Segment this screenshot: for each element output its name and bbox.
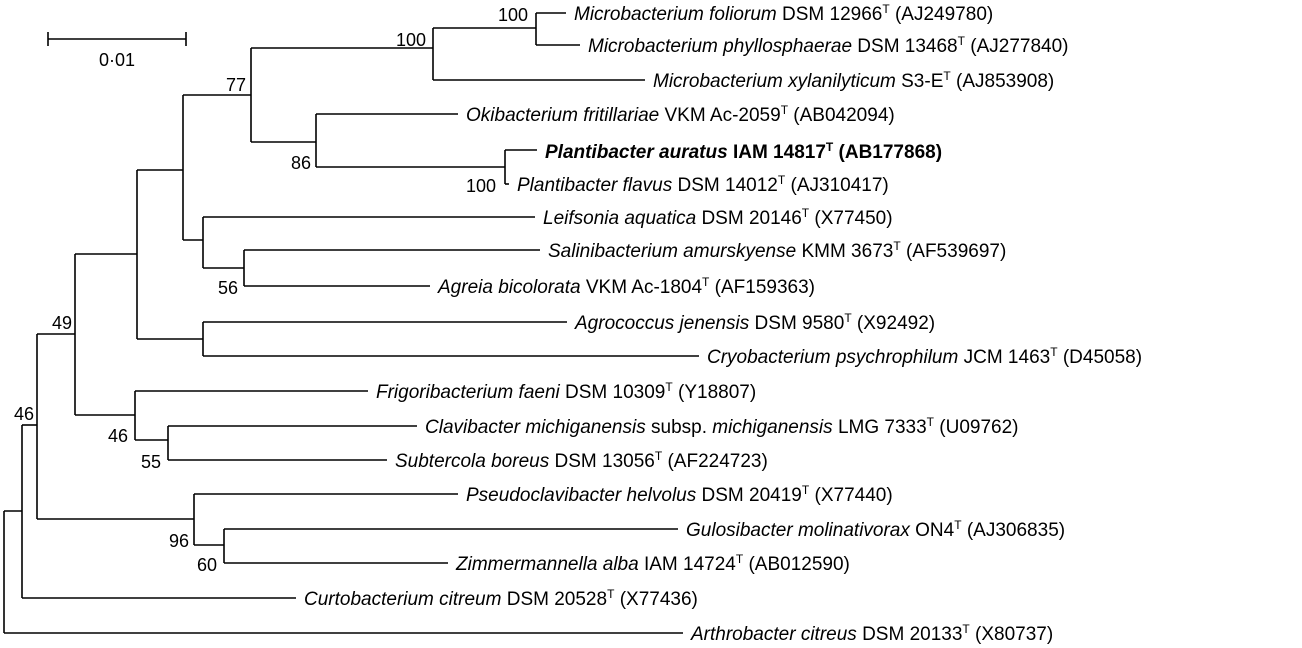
taxon-label-phyllosphaerae: Microbacterium phyllosphaerae DSM 13468T… bbox=[588, 34, 1069, 57]
bootstrap-value: 46 bbox=[108, 426, 128, 446]
taxon-label-flavus: Plantibacter flavus DSM 14012T (AJ310417… bbox=[517, 173, 889, 196]
taxon-label-subtercola: Subtercola boreus DSM 13056T (AF224723) bbox=[395, 449, 768, 472]
taxon-label-arthrobacter: Arthrobacter citreus DSM 20133T (X80737) bbox=[690, 622, 1053, 645]
taxon-labels: Microbacterium foliorum DSM 12966T (AJ24… bbox=[304, 2, 1142, 645]
bootstrap-value: 55 bbox=[141, 452, 161, 472]
bootstrap-value: 86 bbox=[291, 153, 311, 173]
taxon-label-curtobacterium: Curtobacterium citreum DSM 20528T (X7743… bbox=[304, 587, 698, 610]
bootstrap-value: 56 bbox=[218, 278, 238, 298]
taxon-label-xylanilyticum: Microbacterium xylanilyticum S3-ET (AJ85… bbox=[653, 69, 1054, 92]
bootstrap-values: 100 100 77 86 100 56 49 46 55 96 60 46 bbox=[14, 5, 528, 575]
taxon-label-zimmermannella: Zimmermannella alba IAM 14724T (AB012590… bbox=[455, 552, 850, 575]
taxon-label-clavibacter: Clavibacter michiganensis subsp. michiga… bbox=[425, 415, 1019, 438]
taxon-label-gulosibacter: Gulosibacter molinativorax ON4T (AJ30683… bbox=[686, 518, 1065, 541]
taxon-label-agrococcus: Agrococcus jenensis DSM 9580T (X92492) bbox=[574, 311, 935, 334]
tree-branches bbox=[3, 12, 699, 634]
bootstrap-value: 49 bbox=[52, 313, 72, 333]
taxon-label-foliorum: Microbacterium foliorum DSM 12966T (AJ24… bbox=[574, 2, 993, 25]
bootstrap-value: 100 bbox=[466, 176, 496, 196]
taxon-label-agreia: Agreia bicolorata VKM Ac-1804T (AF159363… bbox=[437, 275, 815, 298]
taxon-label-cryobacterium: Cryobacterium psychrophilum JCM 1463T (D… bbox=[707, 345, 1142, 368]
taxon-label-okibacterium: Okibacterium fritillariae VKM Ac-2059T (… bbox=[466, 103, 895, 126]
bootstrap-value: 100 bbox=[396, 30, 426, 50]
bootstrap-value: 77 bbox=[226, 75, 246, 95]
scale-bar: 0·01 bbox=[47, 32, 187, 70]
taxon-label-frigoribacterium: Frigoribacterium faeni DSM 10309T (Y1880… bbox=[376, 380, 756, 403]
taxon-label-salinibacterium: Salinibacterium amurskyense KMM 3673T (A… bbox=[548, 239, 1006, 262]
taxon-label-leifsonia: Leifsonia aquatica DSM 20146T (X77450) bbox=[543, 206, 893, 229]
bootstrap-value: 100 bbox=[498, 5, 528, 25]
taxon-label-pseudoclavibacter: Pseudoclavibacter helvolus DSM 20419T (X… bbox=[466, 483, 893, 506]
scale-bar-label: 0·01 bbox=[99, 50, 135, 70]
bootstrap-value: 60 bbox=[197, 555, 217, 575]
bootstrap-value: 96 bbox=[169, 531, 189, 551]
bootstrap-value: 46 bbox=[14, 404, 34, 424]
taxon-label-auratus: Plantibacter auratus IAM 14817T (AB17786… bbox=[545, 140, 942, 163]
